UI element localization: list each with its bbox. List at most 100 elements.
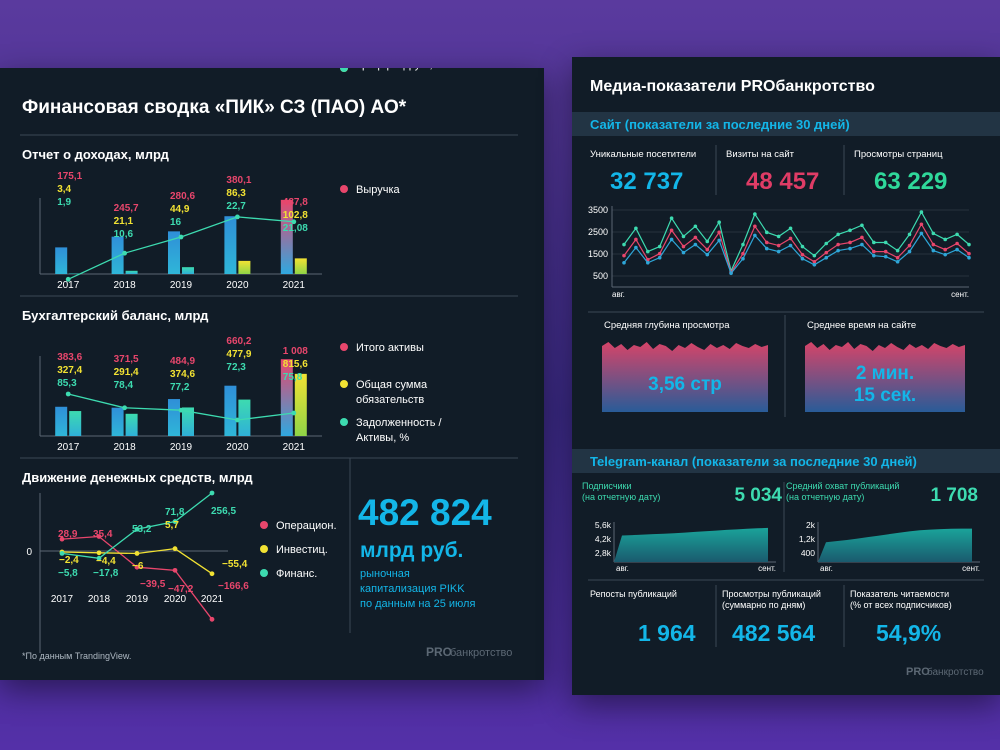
- data-label-2: 3,4: [57, 184, 71, 195]
- site-header: Сайт (показатели за последние 30 дней): [590, 117, 850, 132]
- data-label-1: 245,7: [114, 203, 139, 214]
- financial-summary-card: Финансовая сводка «ПИК» СЗ (ПАО) АО* Отче…: [0, 68, 544, 680]
- traffic-point: [824, 255, 829, 260]
- traffic-point: [800, 256, 805, 261]
- tg-stat-label: Репосты публикаций: [590, 589, 677, 599]
- media-metrics-card: Медиа-показатели PROбанкротство Сайт (пок…: [572, 57, 1000, 695]
- traffic-point: [705, 239, 710, 244]
- cash-data-label: 53,2: [132, 524, 152, 535]
- legend-label: Чистая выручка: [356, 68, 438, 71]
- traffic-point: [764, 230, 769, 235]
- traffic-point: [907, 232, 912, 237]
- x-tick-label: 2017: [51, 594, 74, 605]
- cash-data-label: −166,6: [218, 581, 249, 592]
- cash-point: [96, 534, 102, 539]
- traffic-point: [645, 257, 650, 262]
- traffic-point: [824, 250, 829, 255]
- traffic-point: [919, 210, 924, 214]
- site-stat-value: 48 457: [746, 168, 819, 195]
- traffic-point: [645, 249, 650, 254]
- traffic-point: [931, 242, 936, 247]
- traffic-line-2: [623, 232, 970, 275]
- traffic-point: [812, 253, 817, 258]
- traffic-point: [657, 244, 662, 249]
- cash-data-label: −6: [132, 561, 144, 572]
- traffic-point: [872, 249, 876, 254]
- line-point: [122, 405, 127, 411]
- traffic-point: [788, 236, 793, 241]
- traffic-point: [824, 241, 829, 246]
- traffic-point: [693, 242, 698, 247]
- x-tick-label: 2017: [57, 280, 80, 291]
- traffic-point: [836, 232, 840, 237]
- y-tick-label: 1,2k: [799, 534, 816, 544]
- cash-point: [172, 546, 178, 552]
- data-label-1: 175,1: [57, 171, 82, 182]
- footnote: *По данным TrandingView.: [22, 651, 131, 661]
- traffic-point: [669, 237, 674, 242]
- reach-label: Средний охват публикаций: [786, 481, 899, 491]
- traffic-point: [848, 240, 852, 245]
- data-label-3: 21,08: [283, 223, 308, 234]
- legend-label: Коэффициент: [356, 68, 428, 71]
- traffic-point: [622, 260, 626, 265]
- data-label-1: 1 008: [283, 346, 308, 357]
- cash-point: [209, 571, 215, 577]
- traffic-point: [860, 223, 864, 228]
- traffic-line-0: [623, 210, 970, 273]
- x-end-label: сент.: [962, 564, 980, 573]
- traffic-point: [800, 244, 805, 249]
- cash-point: [209, 616, 215, 622]
- traffic-point: [681, 234, 686, 239]
- reach-label: (на отчетную дату): [786, 492, 864, 502]
- subscribers-label: (на отчетную дату): [582, 492, 660, 502]
- tg-stat-label: Показатель читаемости: [850, 589, 949, 599]
- traffic-line-1: [623, 223, 970, 274]
- y-tick-label: 500: [593, 271, 608, 281]
- bar-2020-1: [224, 216, 237, 274]
- depth-label: Средняя глубина просмотра: [604, 320, 730, 331]
- time-area: [805, 342, 965, 412]
- traffic-point: [622, 242, 626, 247]
- site-stat-label: Просмотры страниц: [854, 149, 943, 160]
- legend-label: Итого активы: [356, 342, 424, 354]
- data-label-2: 44,9: [170, 204, 190, 215]
- data-label-1: 380,1: [226, 175, 251, 186]
- traffic-point: [860, 235, 864, 240]
- reach-area: [818, 528, 972, 562]
- traffic-point: [741, 242, 745, 247]
- site-stat-label: Уникальные посетители: [590, 149, 696, 160]
- data-label-1: 280,6: [170, 191, 195, 202]
- traffic-point: [729, 271, 733, 276]
- main-title: Финансовая сводка «ПИК» СЗ (ПАО) АО*: [22, 97, 407, 118]
- line-point: [178, 234, 184, 240]
- legend-label: обязательств: [356, 394, 424, 406]
- data-label-3: 10,6: [114, 229, 134, 240]
- market-cap-caption: капитализация PIKK: [360, 583, 465, 595]
- traffic-point: [931, 248, 936, 253]
- data-label-1: 371,5: [114, 354, 139, 365]
- traffic-point: [764, 246, 769, 251]
- site-stat-value: 63 229: [874, 168, 947, 195]
- traffic-point: [645, 260, 650, 265]
- traffic-point: [895, 259, 900, 264]
- traffic-point: [848, 228, 852, 233]
- tg-stat-value: 1 964: [638, 620, 696, 646]
- traffic-point: [907, 243, 912, 248]
- cash-point: [134, 551, 140, 556]
- x-tick-label: 2019: [170, 442, 193, 453]
- line-balance: [68, 393, 294, 421]
- cash-point: [96, 555, 102, 561]
- cash-data-label: −2,4: [59, 555, 79, 566]
- x-tick-label: 2018: [113, 280, 136, 291]
- logo-text: банкротство: [927, 666, 984, 678]
- bar-2018-1: [111, 236, 124, 274]
- cash-point: [59, 536, 65, 542]
- line-point: [235, 417, 240, 423]
- bar-2021-1: [280, 199, 293, 274]
- x-tick-label: 2019: [126, 594, 149, 605]
- data-label-1: 487,8: [283, 197, 308, 208]
- x-tick-label: 2020: [226, 442, 249, 453]
- line-point: [235, 214, 240, 220]
- legend-label: прибыльности, %: [356, 68, 446, 71]
